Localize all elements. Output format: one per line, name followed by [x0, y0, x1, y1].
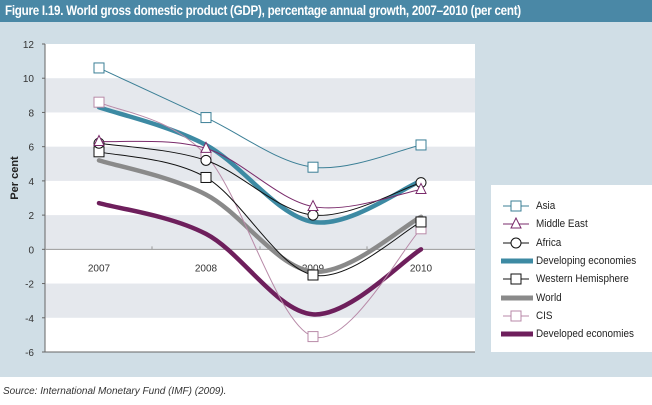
legend-marker-square	[510, 273, 522, 285]
legend-label: Western Hemisphere	[536, 273, 629, 286]
legend-item: Middle East	[491, 217, 652, 235]
x-tick-label: 2010	[410, 263, 433, 274]
data-point-circle	[200, 154, 212, 166]
series-line	[98, 67, 422, 169]
series-line	[98, 140, 422, 209]
y-tick-label: -4	[25, 314, 34, 325]
legend-item: Developed economies	[491, 327, 652, 345]
data-point-triangle	[307, 199, 319, 212]
legend-item: Asia	[491, 199, 652, 217]
legend-symbol	[503, 273, 529, 285]
y-axis-label: Per cent	[9, 156, 21, 200]
y-tick-label: 12	[23, 40, 35, 51]
y-tick-label: -6	[25, 348, 34, 359]
data-point-circle	[307, 209, 319, 221]
legend-label: Middle East	[536, 218, 588, 231]
grid-band	[45, 78, 475, 113]
y-tick-label: 0	[28, 245, 34, 256]
series-developing-economies	[96, 105, 424, 225]
legend-label: Africa	[536, 236, 562, 249]
data-point-square	[200, 171, 212, 183]
legend: Asia Middle East Africa Developing economie…	[491, 185, 652, 352]
series-world	[96, 158, 424, 274]
legend-symbol	[501, 331, 533, 337]
data-point-square	[200, 112, 212, 124]
figure-title: Figure I.19. World gross domestic produc…	[5, 3, 521, 18]
legend-marker-square	[510, 200, 522, 212]
legend-item: Africa	[491, 236, 652, 254]
legend-symbol	[503, 237, 529, 249]
data-point-triangle	[200, 141, 212, 153]
legend-marker-circle	[510, 237, 522, 249]
series-developed-economies	[96, 200, 424, 317]
data-point-square	[307, 269, 319, 281]
data-point-square	[93, 96, 105, 108]
legend-label: Developed economies	[536, 328, 634, 341]
series-line	[96, 105, 424, 225]
legend-item: CIS	[491, 309, 652, 327]
title-bar: Figure I.19. World gross domestic produc…	[0, 0, 652, 22]
series-line	[98, 151, 422, 277]
series-line	[98, 142, 422, 216]
y-tick-label: 10	[23, 74, 35, 85]
y-tick-label: 2	[28, 211, 34, 222]
data-point-square	[415, 139, 427, 151]
series-middle-east	[93, 134, 427, 212]
series-line	[96, 200, 424, 317]
legend-label: CIS	[536, 309, 553, 322]
data-point-square	[93, 62, 105, 74]
x-tick-label: 2008	[195, 263, 218, 274]
source-note: Source: International Monetary Fund (IMF…	[3, 386, 227, 397]
legend-symbol	[503, 217, 529, 229]
data-point-square	[415, 216, 427, 228]
x-tick-label: 2009	[302, 263, 325, 274]
series-asia	[93, 62, 427, 173]
series-line	[98, 101, 422, 339]
legend-symbol	[501, 258, 533, 264]
legend-symbol	[503, 310, 529, 322]
series-western-hemisphere	[93, 146, 427, 281]
series-line	[96, 158, 424, 274]
legend-item: Developing economies	[491, 254, 652, 272]
legend-item: World	[491, 291, 652, 309]
data-point-square	[307, 161, 319, 173]
y-tick-label: 4	[28, 177, 34, 188]
y-tick-label: 6	[28, 143, 34, 154]
legend-symbol	[503, 200, 529, 212]
data-point-square	[307, 331, 319, 343]
legend-symbol	[501, 295, 533, 300]
legend-label: Asia	[536, 200, 556, 212]
y-tick-label: 8	[28, 108, 34, 119]
legend-item: Western Hemisphere	[491, 272, 652, 290]
legend-marker-triangle	[510, 217, 522, 229]
legend-label: World	[536, 291, 562, 304]
legend-label: Developing economies	[536, 254, 637, 267]
x-tick-label: 2007	[88, 263, 111, 274]
y-tick-label: -2	[25, 280, 34, 291]
data-point-triangle	[415, 182, 427, 194]
data-point-triangle	[93, 134, 105, 147]
legend-marker-square	[510, 310, 522, 322]
grid-band	[45, 283, 475, 318]
